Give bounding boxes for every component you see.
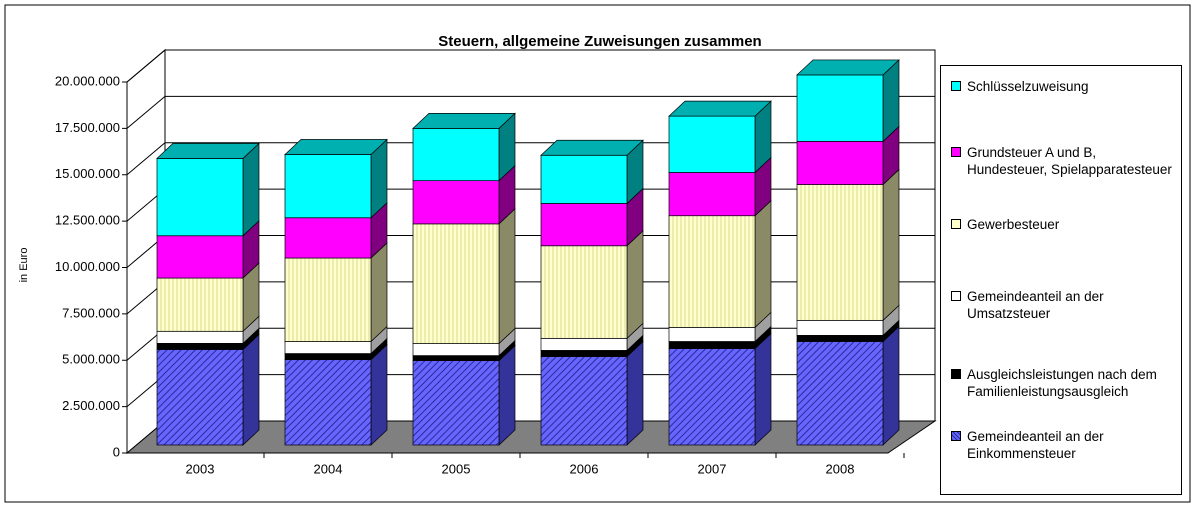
- bar: [156, 158, 244, 237]
- y-tick-label: 15.000.000: [55, 166, 120, 181]
- legend-label: Gewerbesteuer: [967, 217, 1060, 232]
- bar: [156, 349, 244, 446]
- bar: [284, 257, 372, 342]
- y-tick-label: 5.000.000: [62, 352, 120, 367]
- bar: [796, 341, 884, 446]
- y-tick-label: 10.000.000: [55, 259, 120, 274]
- legend-swatch: [951, 431, 961, 441]
- bar: [796, 140, 884, 185]
- legend-label: Ausgleichsleistungen nach dem Familienle…: [967, 367, 1157, 399]
- grid-line: [126, 95, 166, 129]
- legend-item: Gemeindeanteil an der Einkommensteuer: [951, 428, 1179, 462]
- x-tick-label: 2008: [826, 461, 855, 476]
- bar-side: [626, 340, 644, 446]
- legend-label: Gemeindeanteil an der Einkommensteuer: [967, 429, 1104, 461]
- bar: [412, 180, 500, 225]
- bar-side: [754, 199, 772, 329]
- bar: [540, 337, 628, 351]
- bar: [412, 223, 500, 344]
- frame: [4, 4, 1191, 503]
- bar-top: [540, 139, 644, 156]
- legend-swatch: [951, 147, 961, 157]
- x-tick-label: 2003: [186, 461, 215, 476]
- bar: [284, 341, 372, 354]
- y-tick-label: 20.000.000: [55, 73, 120, 88]
- bar: [668, 327, 756, 342]
- bar: [156, 342, 244, 350]
- bar-top: [412, 113, 516, 129]
- bar: [412, 128, 500, 182]
- bar-side: [370, 242, 388, 343]
- bar-top: [284, 139, 388, 155]
- bar: [540, 350, 628, 357]
- bar-side: [754, 332, 772, 446]
- bar: [284, 154, 372, 219]
- bar: [668, 348, 756, 446]
- x-tick-label: 2006: [570, 461, 599, 476]
- legend-item: Ausgleichsleistungen nach dem Familienle…: [951, 366, 1179, 400]
- bar-side: [882, 168, 900, 322]
- bar: [284, 217, 372, 259]
- bar-top: [156, 143, 260, 159]
- x-tick-label: 2004: [314, 461, 343, 476]
- legend-item: Gemeindeanteil an der Umsatzsteuer: [951, 288, 1179, 322]
- y-tick-label: 0: [113, 444, 120, 459]
- x-tick-label: 2005: [442, 461, 471, 476]
- bar: [796, 74, 884, 142]
- legend-swatch: [951, 291, 961, 301]
- bar: [668, 172, 756, 217]
- bar: [796, 184, 884, 321]
- y-tick-label: 2.500.000: [62, 398, 120, 413]
- x-tick-label: 2007: [698, 461, 727, 476]
- y-tick-label: 17.500.000: [55, 120, 120, 135]
- legend-label: Grundsteuer A und B, Hundesteuer, Spiela…: [967, 145, 1172, 177]
- bar: [284, 359, 372, 446]
- bar: [540, 154, 628, 204]
- bar: [156, 277, 244, 332]
- bar-side: [882, 325, 900, 446]
- bar: [540, 245, 628, 339]
- bar-side: [498, 344, 516, 446]
- grid-line: [126, 49, 166, 83]
- bar-side: [370, 343, 388, 446]
- bar: [156, 235, 244, 279]
- grid-line: [126, 142, 166, 176]
- bar: [412, 355, 500, 361]
- bar: [540, 356, 628, 446]
- bar: [668, 115, 756, 173]
- bar-side: [242, 333, 260, 446]
- y-axis-label: in Euro: [18, 248, 30, 283]
- chart-title: Steuern, allgemeine Zuweisungen zusammen: [438, 33, 761, 50]
- bar: [668, 215, 756, 328]
- legend: Schlüsselzuweisung Grundsteuer A und B, H…: [940, 65, 1182, 495]
- bar-side: [498, 208, 516, 345]
- legend-item: Gewerbesteuer: [951, 216, 1179, 233]
- y-tick-label: 12.500.000: [55, 213, 120, 228]
- bar-side: [626, 229, 644, 340]
- legend-swatch: [951, 81, 961, 91]
- bar: [284, 353, 372, 361]
- bar-side: [242, 142, 260, 237]
- bar: [156, 330, 244, 344]
- legend-item: Grundsteuer A und B, Hundesteuer, Spiela…: [951, 144, 1179, 178]
- legend-label: Schlüsselzuweisung: [967, 79, 1089, 94]
- bar: [796, 335, 884, 342]
- bar: [796, 319, 884, 336]
- y-tick-label: 7.500.000: [62, 305, 120, 320]
- bar-top: [796, 59, 900, 76]
- bar: [540, 203, 628, 247]
- bar: [412, 343, 500, 356]
- legend-swatch: [951, 369, 961, 379]
- bar: [412, 360, 500, 446]
- legend-label: Gemeindeanteil an der Umsatzsteuer: [967, 289, 1104, 321]
- bar: [668, 341, 756, 349]
- bar-top: [668, 100, 772, 117]
- legend-swatch: [951, 219, 961, 229]
- legend-item: Schlüsselzuweisung: [951, 78, 1179, 95]
